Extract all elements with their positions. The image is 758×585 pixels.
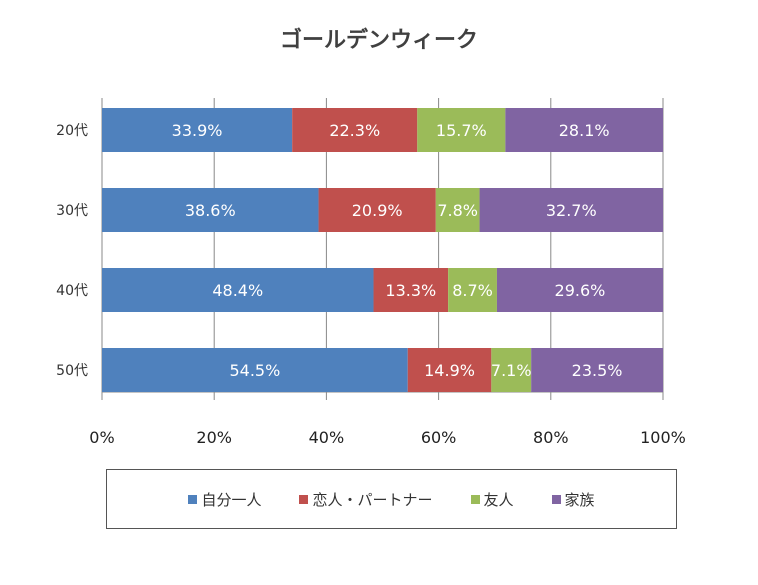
bar-segment [417,108,506,152]
data-label: 7.8% [437,201,478,220]
data-label: 15.7% [436,121,487,140]
legend-item: 家族 [551,489,595,510]
legend-item: 自分一人 [188,489,261,510]
bar-segment [373,268,449,312]
x-tick-label: 40% [309,428,345,447]
bar-segment [102,348,408,392]
x-tick-label: 0% [89,428,114,447]
legend-item: 恋人・パートナー [299,489,433,510]
data-label: 33.9% [172,121,223,140]
data-label: 28.1% [559,121,610,140]
legend-label: 自分一人 [201,490,262,509]
y-tick-label: 30代 [56,203,88,219]
bar-segment [435,188,480,232]
y-tick-label: 20代 [56,123,88,139]
bar-segment [102,188,319,232]
data-label: 54.5% [229,361,280,380]
bar-segment [496,268,663,312]
data-label: 14.9% [424,361,475,380]
data-label: 29.6% [555,281,606,300]
legend-label: 家族 [564,490,595,509]
x-tick-label: 60% [421,428,457,447]
legend-label: 友人 [483,490,514,509]
data-label: 13.3% [385,281,436,300]
bar-segment [102,108,293,152]
bar-segment [448,268,497,312]
bar-segment [479,188,663,232]
legend-swatch [470,494,480,504]
data-label: 48.4% [212,281,263,300]
data-label: 23.5% [572,361,623,380]
legend: 自分一人 恋人・パートナー 友人 家族 [106,469,677,529]
data-label: 20.9% [352,201,403,220]
x-tick-label: 80% [533,428,569,447]
data-label: 22.3% [329,121,380,140]
data-label: 8.7% [452,281,493,300]
legend-item: 友人 [470,489,514,510]
bar-segment [531,348,663,392]
legend-swatch [551,494,561,504]
y-tick-label: 40代 [56,283,88,299]
y-tick-label: 50代 [56,363,88,379]
bar-segment [318,188,436,232]
x-tick-label: 20% [196,428,232,447]
data-label: 7.1% [491,361,532,380]
bar-segment [102,268,374,312]
bar-segment [505,108,663,152]
legend-swatch [188,494,198,504]
bar-segment [292,108,418,152]
data-label: 38.6% [185,201,236,220]
x-tick-label: 100% [640,428,686,447]
data-label: 32.7% [546,201,597,220]
legend-swatch [299,494,309,504]
legend-label: 恋人・パートナー [312,490,433,509]
chart-title: ゴールデンウィーク [279,28,478,53]
bar-segment [491,348,532,392]
bar-segment [407,348,492,392]
